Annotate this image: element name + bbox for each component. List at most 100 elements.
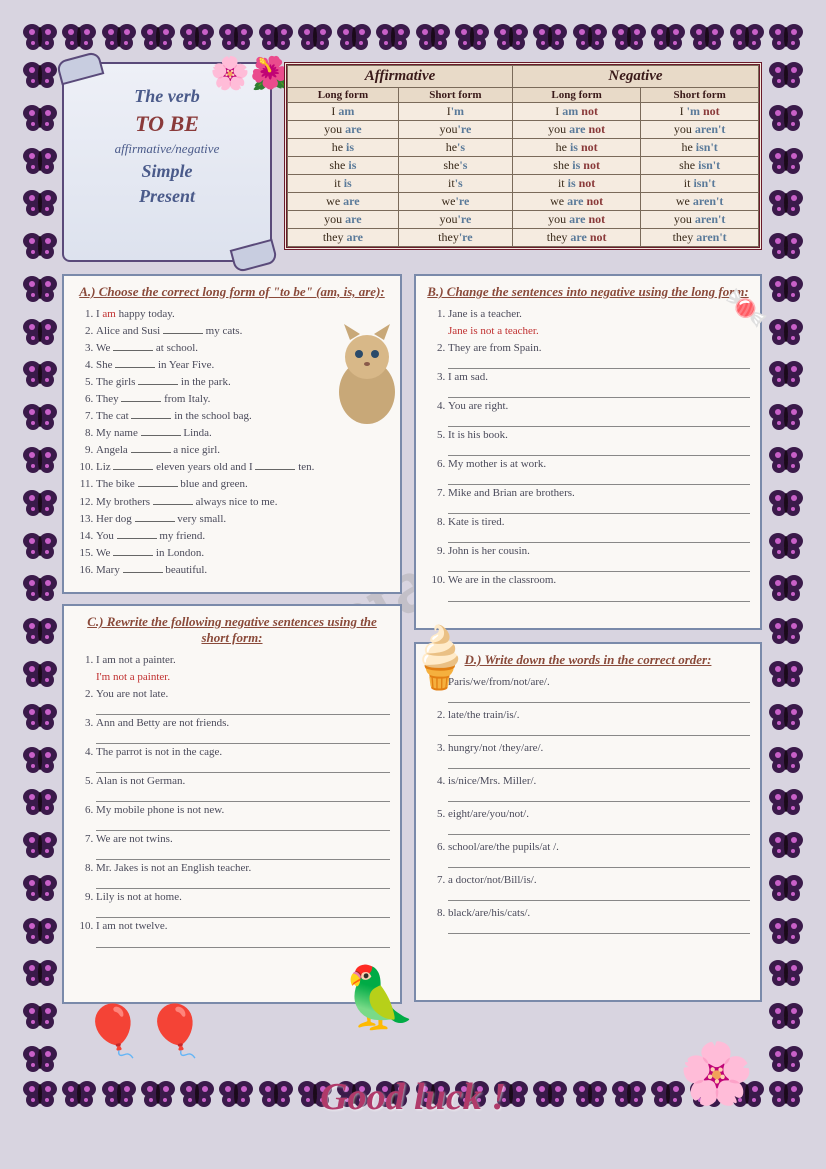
exercise-d: D.) Write down the words in the correct … [414,642,762,1002]
butterfly-icon [258,22,294,52]
exercise-c: C.) Rewrite the following negative sente… [62,604,402,1004]
butterfly-icon [336,22,372,52]
table-group-affirmative: Affirmative [288,66,513,88]
list-item: Kate is tired. [448,514,750,543]
butterfly-icon [22,22,58,52]
butterfly-icon [768,787,804,817]
butterfly-icon [768,359,804,389]
list-item: I am not a painter.I'm not a painter. [96,652,390,686]
butterfly-icon [22,745,58,775]
conjugation-table: Affirmative Negative Long form Short for… [284,62,762,250]
butterfly-icon [22,103,58,133]
butterfly-icon [140,22,176,52]
butterfly-icon [22,787,58,817]
butterfly-icon [768,745,804,775]
butterfly-icon [179,22,215,52]
butterfly-icon [768,916,804,946]
butterfly-icon [532,22,568,52]
butterfly-icon [22,1044,58,1074]
list-item: Mary beautiful. [96,562,390,579]
butterfly-icon [768,317,804,347]
list-item: I am not twelve. [96,918,390,947]
list-item: The cat in the school bag. [96,408,390,425]
list-item: is/nice/Mrs. Miller/. [448,773,750,802]
table-subhead: Long form [513,88,641,103]
list-item: I am sad. [448,369,750,398]
table-row: they arethey'rethey are notthey aren't [288,229,759,247]
title-sub3: Present [74,186,260,207]
list-item: My name Linda. [96,425,390,442]
butterfly-icon [768,1001,804,1031]
butterfly-icon [22,916,58,946]
list-item: You are right. [448,398,750,427]
butterfly-icon [768,22,804,52]
border-top [22,22,804,52]
butterfly-icon [768,659,804,689]
border-left [22,60,58,1074]
butterfly-icon [22,488,58,518]
butterfly-icon [689,22,725,52]
butterfly-icon [22,274,58,304]
butterfly-icon [768,188,804,218]
butterfly-icon [22,402,58,432]
list-item: Jane is a teacher.Jane is not a teacher. [448,306,750,340]
list-item: You my friend. [96,528,390,545]
list-item: Angela a nice girl. [96,442,390,459]
butterfly-icon [768,402,804,432]
title-main: TO BE [74,111,260,137]
list-item: My mobile phone is not new. [96,802,390,831]
list-item: They from Italy. [96,391,390,408]
list-item: Alan is not German. [96,773,390,802]
butterfly-icon [101,22,137,52]
butterfly-icon [22,873,58,903]
butterfly-icon [768,146,804,176]
butterfly-icon [768,573,804,603]
list-item: The parrot is not in the cage. [96,744,390,773]
table-row: you areyou'reyou are notyou aren't [288,211,759,229]
table-row: you areyou'reyou are notyou aren't [288,121,759,139]
table-subhead: Short form [641,88,759,103]
table-row: we arewe'rewe are notwe aren't [288,193,759,211]
list-item: It is his book. [448,427,750,456]
list-item: Lily is not at home. [96,889,390,918]
butterfly-icon [22,188,58,218]
butterfly-icon [768,1079,804,1109]
butterfly-icon [768,830,804,860]
butterfly-icon [22,958,58,988]
butterfly-icon [768,873,804,903]
butterfly-icon [768,445,804,475]
butterfly-icon [22,573,58,603]
table-row: she isshe'sshe is notshe isn't [288,157,759,175]
list-item: We in London. [96,545,390,562]
title-sub1: affirmative/negative [74,141,260,157]
butterfly-icon [22,317,58,347]
list-item: I am happy today. [96,306,390,323]
table-row: it isit'sit is notit isn't [288,175,759,193]
butterfly-icon [22,1079,58,1109]
butterfly-icon [454,22,490,52]
table-group-negative: Negative [513,66,759,88]
butterfly-icon [768,231,804,261]
list-item: My brothers always nice to me. [96,494,390,511]
exercise-b: B.) Change the sentences into negative u… [414,274,762,630]
flower-icon: 🌸🌺 [210,54,290,92]
list-item: Mike and Brian are brothers. [448,485,750,514]
butterfly-icon [22,616,58,646]
butterfly-icon [768,103,804,133]
exercise-b-title: B.) Change the sentences into negative u… [426,284,750,300]
butterfly-icon [297,22,333,52]
butterfly-icon [22,231,58,261]
border-right [768,60,804,1074]
butterfly-icon [572,22,608,52]
list-item: school/are/the pupils/at /. [448,839,750,868]
list-item: eight/are/you/not/. [448,806,750,835]
table-row: I amI'mI am notI 'm not [288,103,759,121]
table-row: he ishe'she is nothe isn't [288,139,759,157]
butterfly-icon [768,488,804,518]
list-item: We are in the classroom. [448,572,750,601]
list-item: a doctor/not/Bill/is/. [448,872,750,901]
butterfly-icon [768,702,804,732]
list-item: They are from Spain. [448,340,750,369]
butterfly-icon [768,1044,804,1074]
butterfly-icon [415,22,451,52]
